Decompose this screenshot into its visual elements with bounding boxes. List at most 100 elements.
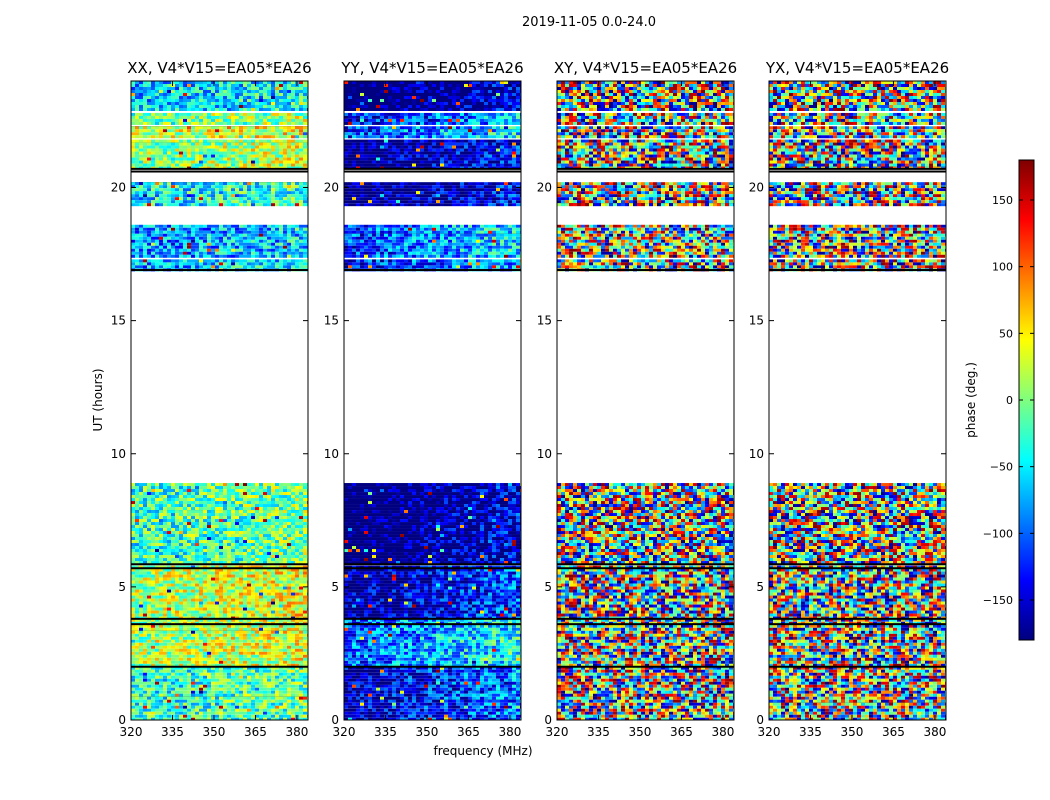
gap-line bbox=[131, 567, 308, 570]
data-band bbox=[344, 139, 521, 170]
gap-line bbox=[769, 623, 946, 626]
x-axis-label: frequency (MHz) bbox=[433, 744, 532, 758]
y-tick-label: 10 bbox=[537, 447, 552, 461]
gap-line bbox=[769, 167, 946, 170]
y-tick-label: 10 bbox=[111, 447, 126, 461]
x-tick-label: 365 bbox=[244, 725, 267, 739]
data-band bbox=[769, 618, 946, 667]
gap-line bbox=[769, 170, 946, 173]
heatmap-image bbox=[131, 81, 308, 720]
data-band bbox=[344, 182, 521, 207]
data-band bbox=[131, 182, 308, 207]
data-band bbox=[557, 483, 734, 565]
gap-line bbox=[344, 269, 521, 272]
colorbar-label: phase (deg.) bbox=[964, 362, 978, 438]
gap-line bbox=[769, 665, 946, 668]
colorbar-tick-label: 150 bbox=[992, 194, 1013, 207]
data-band bbox=[344, 618, 521, 667]
panel-frame bbox=[768, 80, 947, 721]
gap-line bbox=[344, 567, 521, 570]
x-tick-label: 335 bbox=[799, 725, 822, 739]
gap-line bbox=[131, 563, 308, 566]
x-tick-label: 335 bbox=[374, 725, 397, 739]
gap-line bbox=[557, 617, 734, 620]
panel-title: YX, V4*V15=EA05*EA26 bbox=[765, 59, 949, 77]
x-tick-label: 320 bbox=[120, 725, 143, 739]
gap-line bbox=[557, 567, 734, 570]
y-tick-label: 5 bbox=[544, 580, 552, 594]
gap-line bbox=[344, 665, 521, 668]
panel-frame bbox=[130, 80, 309, 721]
data-band bbox=[557, 182, 734, 207]
gap-line bbox=[344, 617, 521, 620]
y-tick-label: 0 bbox=[544, 713, 552, 727]
y-tick-label: 20 bbox=[111, 181, 126, 195]
x-tick-label: 380 bbox=[498, 725, 521, 739]
heatmap-image bbox=[769, 81, 946, 720]
colorbar-tick-label: 0 bbox=[1006, 394, 1013, 407]
data-band bbox=[131, 126, 308, 139]
data-band bbox=[131, 139, 308, 170]
data-band bbox=[557, 565, 734, 620]
colorbar-tick-label: −150 bbox=[983, 594, 1013, 607]
x-tick-label: 320 bbox=[333, 725, 356, 739]
gap-line bbox=[344, 170, 521, 173]
data-band bbox=[344, 126, 521, 139]
data-band bbox=[769, 139, 946, 170]
y-tick-label: 0 bbox=[331, 713, 339, 727]
figure-suptitle: 2019-11-05 0.0-24.0 bbox=[522, 15, 656, 30]
y-tick-label: 5 bbox=[118, 580, 126, 594]
data-band bbox=[131, 666, 308, 720]
data-band bbox=[131, 565, 308, 620]
x-tick-label: 335 bbox=[587, 725, 610, 739]
x-tick-label: 365 bbox=[882, 725, 905, 739]
gap-line bbox=[344, 167, 521, 170]
x-tick-label: 350 bbox=[629, 725, 652, 739]
data-band bbox=[769, 112, 946, 125]
data-band bbox=[769, 81, 946, 111]
y-tick-label: 20 bbox=[537, 181, 552, 195]
data-band bbox=[769, 224, 946, 258]
colorbar-tick-label: −50 bbox=[990, 461, 1013, 474]
gap-line bbox=[131, 269, 308, 272]
gap-line bbox=[131, 170, 308, 173]
x-tick-label: 320 bbox=[758, 725, 781, 739]
data-band bbox=[557, 126, 734, 139]
data-band bbox=[344, 224, 521, 258]
y-tick-label: 15 bbox=[111, 314, 126, 328]
data-band bbox=[557, 224, 734, 258]
data-band bbox=[769, 565, 946, 620]
y-axis-label: UT (hours) bbox=[91, 368, 105, 431]
data-band bbox=[131, 483, 308, 565]
y-tick-label: 20 bbox=[324, 181, 339, 195]
x-tick-label: 335 bbox=[161, 725, 184, 739]
y-tick-label: 10 bbox=[749, 447, 764, 461]
gap-line bbox=[131, 167, 308, 170]
data-band bbox=[131, 224, 308, 258]
data-band bbox=[344, 483, 521, 565]
y-tick-label: 0 bbox=[118, 713, 126, 727]
x-tick-label: 350 bbox=[203, 725, 226, 739]
data-band bbox=[557, 139, 734, 170]
gap-line bbox=[131, 623, 308, 626]
x-tick-label: 350 bbox=[416, 725, 439, 739]
data-band bbox=[769, 259, 946, 272]
panel-3: YX, V4*V15=EA05*EA26 320 335 350 365 380 0 5 10 1… bbox=[749, 59, 949, 739]
data-band bbox=[557, 666, 734, 720]
data-band bbox=[131, 112, 308, 125]
panel-title: YY, V4*V15=EA05*EA26 bbox=[340, 59, 523, 77]
panel-title: XX, V4*V15=EA05*EA26 bbox=[127, 59, 311, 77]
data-band bbox=[557, 618, 734, 667]
y-tick-label: 15 bbox=[324, 314, 339, 328]
data-band bbox=[769, 182, 946, 207]
data-band bbox=[557, 112, 734, 125]
y-tick-label: 20 bbox=[749, 181, 764, 195]
gap-line bbox=[769, 567, 946, 570]
x-tick-label: 380 bbox=[711, 725, 734, 739]
y-tick-label: 15 bbox=[749, 314, 764, 328]
panel-0: XX, V4*V15=EA05*EA26 320 335 350 365 380 0 5 10 1… bbox=[111, 59, 312, 739]
data-band bbox=[769, 483, 946, 565]
y-tick-label: 0 bbox=[756, 713, 764, 727]
heatmap-image bbox=[557, 81, 734, 720]
